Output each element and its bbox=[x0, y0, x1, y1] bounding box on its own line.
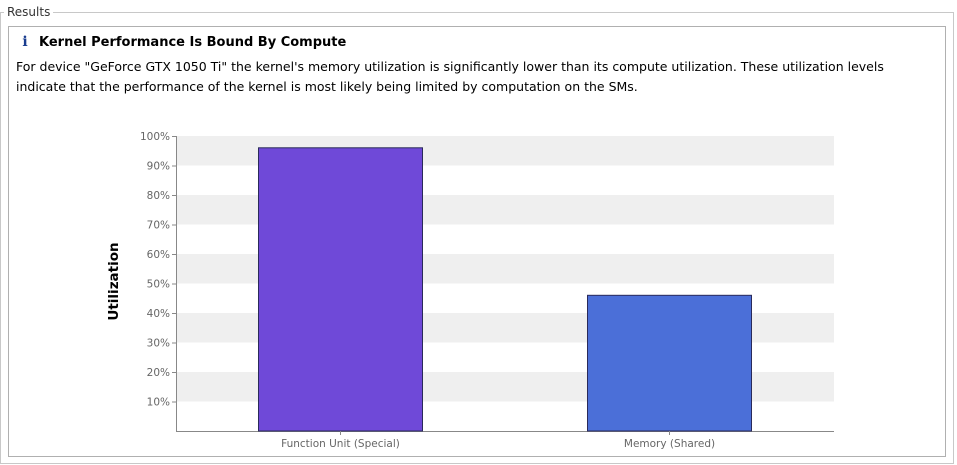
results-section-title: Results bbox=[4, 4, 54, 20]
y-tick-label: 30% bbox=[147, 338, 170, 350]
panel-description: For device "GeForce GTX 1050 Ti" the ker… bbox=[16, 59, 884, 94]
bar bbox=[587, 294, 752, 432]
y-tick-label: 40% bbox=[147, 308, 170, 320]
y-tick-label: 50% bbox=[147, 279, 170, 291]
x-category-label: Memory (Shared) bbox=[624, 438, 715, 450]
panel-header: i Kernel Performance Is Bound By Compute bbox=[19, 33, 346, 51]
results-frame bbox=[0, 12, 954, 464]
panel-title: Kernel Performance Is Bound By Compute bbox=[39, 34, 347, 50]
y-axis-title: Utilization bbox=[106, 242, 122, 320]
y-tick-label: 70% bbox=[147, 220, 170, 232]
bar bbox=[258, 147, 423, 432]
y-tick-label: 100% bbox=[140, 131, 170, 143]
y-tick-label: 20% bbox=[147, 367, 170, 379]
y-tick-label: 10% bbox=[147, 397, 170, 409]
info-icon: i bbox=[22, 34, 28, 50]
y-tick-label: 80% bbox=[147, 190, 170, 202]
y-tick-label: 90% bbox=[147, 161, 170, 173]
x-category-label: Function Unit (Special) bbox=[281, 438, 400, 450]
y-tick-label: 60% bbox=[147, 249, 170, 261]
